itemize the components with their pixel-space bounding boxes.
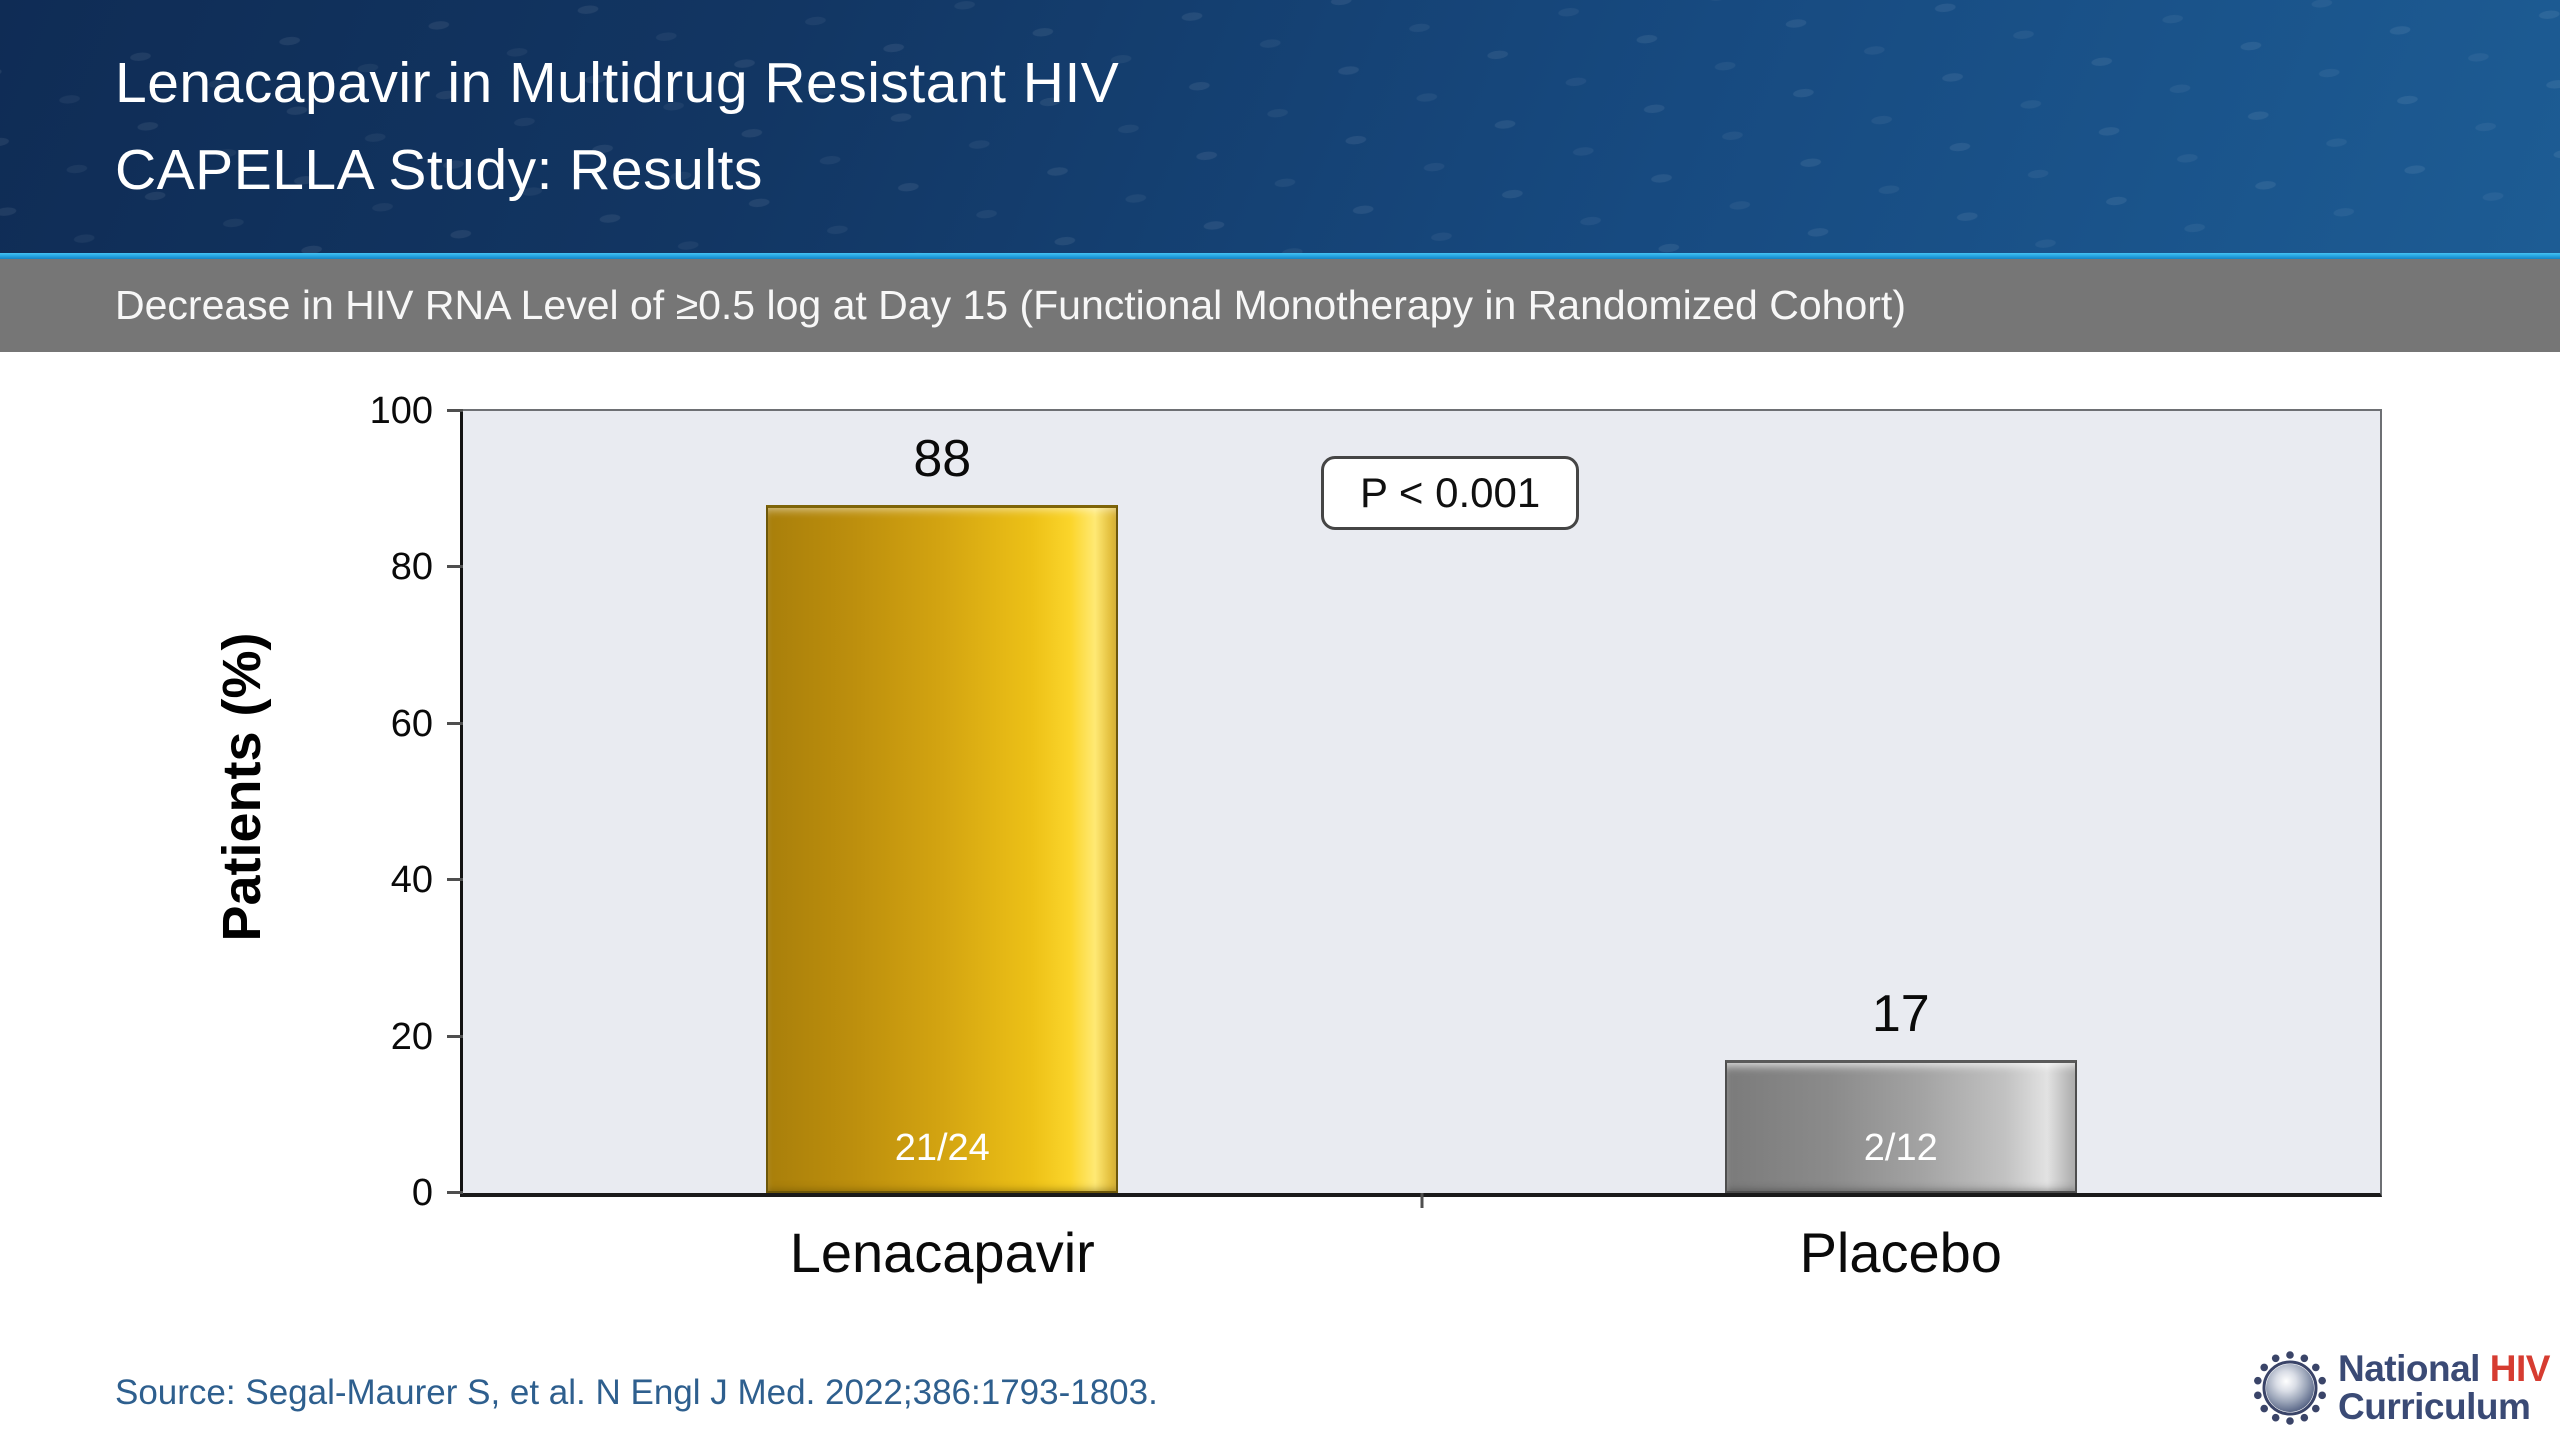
y-tick-mark-20: [447, 1034, 463, 1038]
y-tick-mark-100: [447, 409, 463, 412]
y-tick-label-60: 60: [390, 702, 433, 745]
bar-placebo: 2/12: [1724, 1060, 2077, 1193]
national-hiv-curriculum-logo: National HIV Curriculum: [2252, 1350, 2550, 1426]
y-axis-title: Patients (%): [212, 632, 272, 942]
header-accent-line: [0, 253, 2560, 259]
bar-fraction-label-placebo: 2/12: [1863, 1127, 1938, 1169]
slide-title-line1: Lenacapavir in Multidrug Resistant HIV: [115, 51, 1120, 115]
y-tick-label-100: 100: [369, 390, 433, 432]
x-axis-mid-tick: [1420, 1193, 1423, 1208]
logo-line1: National HIV: [2338, 1348, 2551, 1390]
x-axis-label-lenacapavir: Lenacapavir: [789, 1221, 1095, 1284]
source-citation: Source: Segal-Maurer S, et al. N Engl J …: [115, 1373, 1158, 1412]
bar-value-label-placebo: 17: [1871, 985, 1930, 1044]
y-tick-mark-60: [447, 721, 463, 725]
bar-value-label-lenacapavir: 88: [913, 429, 972, 488]
logo-hiv-red: HIV: [2489, 1348, 2551, 1390]
slide-title-line2: CAPELLA Study: Results: [115, 138, 763, 202]
y-tick-mark-80: [447, 565, 463, 569]
slide-title: Lenacapavir in Multidrug Resistant HIV C…: [115, 40, 1119, 214]
y-tick-label-40: 40: [390, 859, 433, 902]
x-axis-label-placebo: Placebo: [1799, 1221, 2002, 1284]
bar-group-lenacapavir: 88 21/24: [766, 411, 1119, 1193]
plot-area: P < 0.001 0 20 40 60 80 100 88 21/24 Lenacapavir…: [370, 392, 2382, 1281]
bar-group-placebo: 17 2/12: [1724, 411, 2077, 1193]
bar-chart: P < 0.001 0 20 40 60 80 100 88 21/24 Lenacapavir…: [370, 392, 2382, 1281]
virus-logo-icon: [2254, 1351, 2326, 1425]
bar-lenacapavir: 21/24: [766, 504, 1119, 1193]
logo-text: National HIV Curriculum: [2338, 1350, 2550, 1425]
p-value-annotation: P < 0.001: [1321, 456, 1580, 531]
subtitle-bar: Decrease in HIV RNA Level of ≥0.5 log at…: [0, 259, 2560, 352]
y-tick-label-80: 80: [390, 546, 433, 589]
y-tick-mark-40: [447, 878, 463, 882]
logo-line2: Curriculum: [2338, 1386, 2531, 1427]
y-tick-label-20: 20: [390, 1015, 433, 1058]
bar-fraction-label-lenacapavir: 21/24: [894, 1127, 990, 1169]
slide-header: Lenacapavir in Multidrug Resistant HIV C…: [0, 0, 2560, 253]
subtitle-text: Decrease in HIV RNA Level of ≥0.5 log at…: [115, 282, 1906, 328]
y-tick-label-0: 0: [411, 1172, 433, 1214]
y-tick-mark-0: [447, 1191, 463, 1194]
